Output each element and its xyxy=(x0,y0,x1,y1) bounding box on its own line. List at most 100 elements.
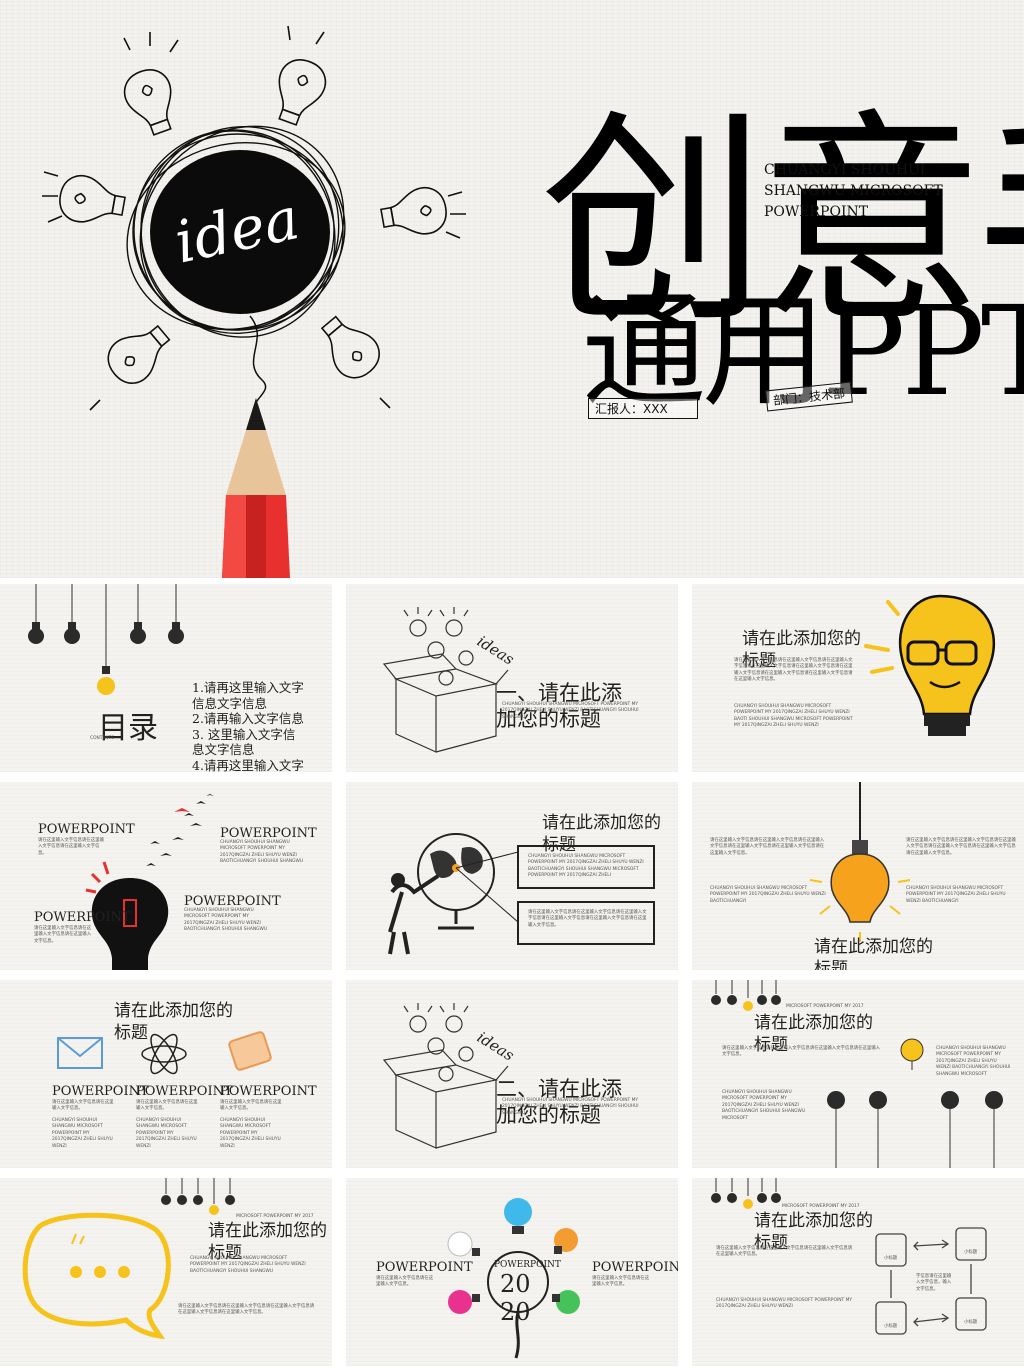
cover-title-line1: 创意手绘 xyxy=(540,91,1024,354)
slide-title: 请在此添加您的 标题 xyxy=(814,936,933,970)
slide-title-line: 请在此添加您的 xyxy=(754,1013,873,1033)
slide-title: 请在此添加您的 标题 xyxy=(114,1000,233,1044)
bulb-orange xyxy=(554,1228,578,1254)
slide-yellow-bulb[interactable]: 请在此添加您的 标题 请在这里输入文字信息请在这里输入文字信息请在这里输入文字信… xyxy=(692,584,1024,772)
year-text: 2020 xyxy=(500,1270,531,1326)
toc-item[interactable]: 2.请再输入文字信息 xyxy=(192,711,304,726)
slide-body: 请在这里输入文字信息请在这里输入文字信息请在这里输入文字信息请在这里输入文字信息… xyxy=(722,1046,881,1058)
section-title: 二、请在此添 加您的标题 xyxy=(496,1076,622,1128)
hanging-bulbs xyxy=(28,584,184,695)
point-text: 请在这里输入文字信息请在这里输入文字信息请在这里输入文字信息。 xyxy=(38,838,104,856)
point-text-en: CHUANGYI SHOUHUI SHANGWU MICROSOFT POWER… xyxy=(52,1118,113,1149)
slide-section-2[interactable]: ideas 二、请在此添 加您的标题 CHUANGYI SHOUHUI SHAN… xyxy=(346,980,678,1168)
idea-doodle-illustration: idea xyxy=(42,25,466,578)
slide-body: 请在这里输入文字信息请在这里输入文字信息请在这里输入文字信息请在这里输入文字信息… xyxy=(710,838,825,856)
slide-title: 请在此添加您的 标题 xyxy=(754,1210,873,1254)
slide-body-en: CHUANGYI SHOUHUI SHANGWU MICROSOFT POWER… xyxy=(722,1090,806,1121)
node-label: 小标题 xyxy=(964,1320,978,1325)
slide-2020-bulbs[interactable]: POWERPOINT 2020 POWERPOINT 请在这里输入文字信息请在这… xyxy=(346,1178,678,1366)
slide-body-en: CHUANGYI SHOUHUI SHANGWU MICROSOFT POWER… xyxy=(734,704,853,729)
slide-body: 请在这里输入文字信息请在这里输入文字信息请在这里输入文字信息请在这里输入文字信息… xyxy=(178,1304,315,1316)
point-text: CHUANGYI SHOUHUI SHANGWU MICROSOFT POWER… xyxy=(220,840,304,865)
point-label: POWERPOINT xyxy=(376,1260,473,1275)
bulb-white xyxy=(447,1231,480,1257)
slide-body: 请在这里输入文字信息请在这里输入文字信息请在这里输入文字信息请在这里输入文字信息… xyxy=(716,1246,853,1258)
point-label: POWERPOINT xyxy=(34,910,131,925)
slide-body: 请在这里输入文字信息请在这里输入文字信息请在这里输入文字信息请在这里输入文字信息… xyxy=(734,658,853,683)
notebook-icon xyxy=(228,1031,272,1071)
slide-title-line: 标题 xyxy=(208,1243,242,1263)
cover-subtitle-line: CHUANGYI SHOUHUI xyxy=(764,162,926,178)
slide-black-bulb-birds[interactable]: POWERPOINT 请在这里输入文字信息请在这里输入文字信息请在这里输入文字信… xyxy=(0,782,332,970)
hanging-bulbs xyxy=(711,980,1003,1168)
toc-item[interactable]: 3. 这里输入文字信 xyxy=(192,726,296,742)
slide-title-line: 请在此添加您的 xyxy=(814,937,933,957)
slide-body-en: CHUANGYI SHOUHUI SHANGWU MICROSOFT POWER… xyxy=(906,886,1006,904)
slide-toc[interactable]: 目录 CONTENTS 1.请再这里输入文字 信息文字信息 2.请再输入文字信息… xyxy=(0,584,332,772)
center-label: POWERPOINT xyxy=(494,1260,561,1270)
cycle-center-text: 字信息请在这里输入文字信息，输入文字信息。 xyxy=(916,1274,952,1292)
slide-title-line: 请在此添加您的 xyxy=(208,1221,327,1241)
slide-speech-bubble[interactable]: MICROSOFT POWERPOINT MY 2017 请在此添加您的 标题 … xyxy=(0,1178,332,1366)
ideas-box-doodle: ideas xyxy=(382,1003,518,1149)
slide-orange-bulb[interactable]: 请在这里输入文字信息请在这里输入文字信息请在这里输入文字信息请在这里输入文字信息… xyxy=(692,782,1024,970)
slide-kicker: MICROSOFT POWERPOINT MY 2017 xyxy=(236,1214,314,1219)
slide-title-line: 标题 xyxy=(754,1035,788,1055)
point-text: 请在这里输入文字信息请在这里输入文字信息。 xyxy=(376,1276,434,1288)
point-label: POWERPOINT xyxy=(592,1260,678,1275)
toc-item[interactable]: 息文字信息 xyxy=(192,742,255,757)
cover-title-line2: 通用PPT xyxy=(582,280,1024,424)
slide-three-icons[interactable]: 请在此添加您的 标题 POWERPOINT 请在这里输入文字信息请在这里输入文字… xyxy=(0,980,332,1168)
section-caption: CHUANGYI SHOUHUI SHANGWU MICROSOFT POWER… xyxy=(502,1098,639,1116)
point-text: 请在这里输入文字信息请在这里输入文字信息。 xyxy=(52,1100,114,1112)
slide-title-line: 标题 xyxy=(742,651,776,671)
slide-cycle-diagram[interactable]: 小标题 小标题 小标题 小标题 字信息请在这里输入文字信息，输入文字信息。 MI… xyxy=(692,1178,1024,1366)
point-text-en: CHUANGYI SHOUHUI SHANGWU MICROSOFT POWER… xyxy=(220,1118,281,1149)
point-text: 请在这里输入文字信息请在这里输入文字信息请在这里输入文字信息。 xyxy=(34,926,92,944)
ideas-box-doodle: ideas xyxy=(382,607,518,753)
cycle-diagram xyxy=(711,1178,987,1335)
toc-item[interactable]: 4.请再这里输入文字 xyxy=(192,757,304,773)
point-label: POWERPOINT xyxy=(184,894,281,909)
toc-item[interactable]: 信息文字信息 xyxy=(192,695,268,711)
slide-title-line: 标题 xyxy=(754,1233,788,1253)
colored-bulbs-wheel xyxy=(447,1198,580,1359)
point-text: 请在这里输入文字信息请在这里输入文字信息。 xyxy=(136,1100,198,1112)
yellow-bulb-character xyxy=(864,594,996,736)
doodle-bulbs xyxy=(42,25,466,411)
slide-body: 请在这里输入文字信息请在这里输入文字信息请在这里输入文字信息请在这里输入文字信息… xyxy=(906,838,1016,856)
toc-list: 1.请再这里输入文字 信息文字信息 2.请再输入文字信息 3. 这里输入文字信 … xyxy=(192,680,304,772)
slide-section-1[interactable]: ideas 一、请在此添 加您的标题 CHUANGYI SHOUHUI SHAN… xyxy=(346,584,678,772)
slide-title-line: 标题 xyxy=(114,1023,148,1043)
ideas-word: ideas xyxy=(474,1028,518,1065)
envelope-icon xyxy=(57,1037,103,1069)
slide-hanging-bulbs[interactable]: MICROSOFT POWERPOINT MY 2017 请在此添加您的 标题 … xyxy=(692,980,1024,1168)
atom-icon xyxy=(141,1033,187,1075)
point-label: POWERPOINT xyxy=(38,822,135,837)
slide-title-line: 请在此添加您的 xyxy=(542,813,661,833)
slide-title-line: 请在此添加您的 xyxy=(742,629,861,649)
toc-item[interactable]: 1.请再这里输入文字 xyxy=(192,680,304,695)
cover-subtitle: CHUANGYI SHOUHUI SHANGWU MICROSOFT POWER… xyxy=(764,160,964,223)
slide-title-line: 标题 xyxy=(814,959,848,970)
slide-body-en: CHUANGYI SHOUHUI SHANGWU MICROSOFT POWER… xyxy=(710,886,826,904)
slide-body-en: CHUANGYI SHOUHUI SHANGWU MICROSOFT POWER… xyxy=(716,1298,853,1310)
slide-globe[interactable]: 请在此添加您的 标题 CHUANGYI SHOUHUI SHANGWU MICR… xyxy=(346,782,678,970)
speech-bubble-illustration xyxy=(22,1178,235,1340)
cover-subtitle-line: SHANGWU MICROSOFT xyxy=(764,183,943,199)
black-bulb-illustration xyxy=(85,794,214,970)
toc-label: CONTENTS xyxy=(90,736,115,741)
cover-subtitle-line: POWERPOINT xyxy=(764,204,869,220)
point-text-en: CHUANGYI SHOUHUI SHANGWU MICROSOFT POWER… xyxy=(136,1118,197,1149)
slide-body-en: CHUANGYI SHOUHUI SHANGWU MICROSOFT POWER… xyxy=(528,854,644,879)
point-text: 请在这里输入文字信息请在这里输入文字信息。 xyxy=(592,1276,650,1288)
section-title: 一、请在此添 加您的标题 xyxy=(496,680,622,732)
slide-kicker: MICROSOFT POWERPOINT MY 2017 xyxy=(782,1204,860,1209)
red-pencil xyxy=(222,398,290,578)
orange-bulb-illustration xyxy=(809,782,911,942)
node-label: 小标题 xyxy=(964,1250,978,1255)
point-text: 请在这里输入文字信息请在这里输入文字信息。 xyxy=(220,1100,282,1112)
slide-title-line: 请在此添加您的 xyxy=(754,1211,873,1231)
point-label: POWERPOINT xyxy=(52,1084,149,1099)
point-label: POWERPOINT xyxy=(220,826,317,841)
